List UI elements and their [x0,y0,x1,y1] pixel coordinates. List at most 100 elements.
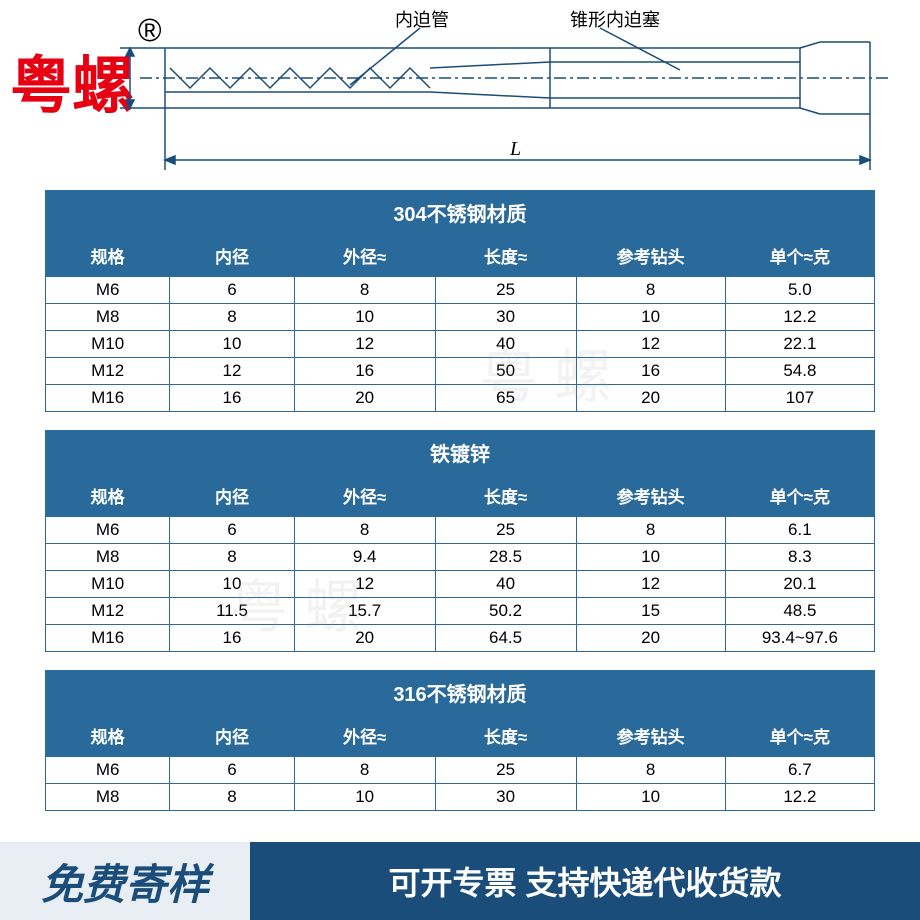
spec-tables-container: 304不锈钢材质规格内径外径≈长度≈参考钻头单个≈克M6682585.0M881… [0,190,920,811]
column-header: 参考钻头 [576,715,725,757]
table-cell: 12.2 [725,304,874,331]
table-cell: 6.1 [725,517,874,544]
table-cell: 8 [294,277,435,304]
table-cell: 30 [435,784,576,811]
column-header: 参考钻头 [576,235,725,277]
table-cell: M8 [46,784,170,811]
table-cell: 64.5 [435,625,576,652]
table-cell: 6 [170,517,294,544]
table-row: M6682586.1 [46,517,875,544]
column-header: 规格 [46,235,170,277]
table-cell: 8 [170,544,294,571]
footer-right-text: 可开专票 支持快递代收货款 [250,842,920,920]
table-cell: 20 [576,385,725,412]
column-header: 单个≈克 [725,235,874,277]
table-cell: 16 [170,625,294,652]
table-row: M6682585.0 [46,277,875,304]
table-cell: 93.4~97.6 [725,625,874,652]
table-cell: 9.4 [294,544,435,571]
footer-banner: 免费寄样 可开专票 支持快递代收货款 [0,842,920,920]
table-cell: 10 [170,331,294,358]
table-row: M16162064.52093.4~97.6 [46,625,875,652]
table-cell: 12 [170,358,294,385]
table-cell: 6 [170,757,294,784]
table-cell: 30 [435,304,576,331]
table-cell: 54.8 [725,358,874,385]
spec-table-1: 铁镀锌规格内径外径≈长度≈参考钻头单个≈克M6682586.1M889.428.… [45,430,875,652]
column-header: 单个≈克 [725,475,874,517]
table-cell: M8 [46,544,170,571]
table-cell: 40 [435,571,576,598]
table-title: 316不锈钢材质 [46,671,875,715]
table-cell: 10 [294,304,435,331]
spec-table-0: 304不锈钢材质规格内径外径≈长度≈参考钻头单个≈克M6682585.0M881… [45,190,875,412]
table-cell: 20 [294,625,435,652]
column-header: 单个≈克 [725,715,874,757]
table-cell: 15.7 [294,598,435,625]
table-cell: 8 [576,517,725,544]
table-cell: 5.0 [725,277,874,304]
table-cell: M10 [46,331,170,358]
table-cell: 8 [576,277,725,304]
table-cell: 8 [576,757,725,784]
table-cell: 10 [576,784,725,811]
table-cell: 22.1 [725,331,874,358]
technical-diagram: 粤螺 ® 内迫管 锥形内迫塞 [0,0,920,190]
table-row: M6682586.7 [46,757,875,784]
column-header: 内径 [170,475,294,517]
table-cell: 12 [576,331,725,358]
table-cell: 12.2 [725,784,874,811]
table-row: M101012401222.1 [46,331,875,358]
table-cell: M16 [46,385,170,412]
column-header: 内径 [170,235,294,277]
column-header: 长度≈ [435,235,576,277]
table-cell: 8.3 [725,544,874,571]
table-cell: 50.2 [435,598,576,625]
table-cell: M12 [46,358,170,385]
table-cell: 16 [576,358,725,385]
table-cell: 15 [576,598,725,625]
table-cell: 20 [294,385,435,412]
table-cell: M6 [46,277,170,304]
table-cell: 28.5 [435,544,576,571]
table-cell: 25 [435,757,576,784]
table-cell: 6 [170,277,294,304]
table-cell: 40 [435,331,576,358]
table-cell: M10 [46,571,170,598]
table-row: M1211.515.750.21548.5 [46,598,875,625]
column-header: 参考钻头 [576,475,725,517]
table-row: M101012401220.1 [46,571,875,598]
table-cell: 10 [576,304,725,331]
table-row: M8810301012.2 [46,784,875,811]
table-cell: M6 [46,517,170,544]
table-row: M121216501654.8 [46,358,875,385]
table-cell: 107 [725,385,874,412]
table-row: M889.428.5108.3 [46,544,875,571]
column-header: 规格 [46,475,170,517]
dim-L-label: L [509,138,521,160]
table-cell: 12 [294,331,435,358]
table-cell: 50 [435,358,576,385]
table-cell: 12 [294,571,435,598]
table-cell: 8 [170,784,294,811]
anchor-bolt-drawing: L [0,0,920,190]
table-cell: 11.5 [170,598,294,625]
table-cell: 10 [576,544,725,571]
table-cell: 16 [294,358,435,385]
footer-left-text: 免费寄样 [0,842,250,920]
column-header: 外径≈ [294,715,435,757]
table-cell: 8 [294,517,435,544]
column-header: 外径≈ [294,235,435,277]
table-cell: 48.5 [725,598,874,625]
column-header: 规格 [46,715,170,757]
column-header: 外径≈ [294,475,435,517]
table-cell: 6.7 [725,757,874,784]
table-cell: 8 [294,757,435,784]
table-row: M8810301012.2 [46,304,875,331]
column-header: 长度≈ [435,475,576,517]
table-cell: M8 [46,304,170,331]
table-title: 铁镀锌 [46,431,875,475]
table-cell: 12 [576,571,725,598]
table-cell: 10 [170,571,294,598]
table-cell: 10 [294,784,435,811]
